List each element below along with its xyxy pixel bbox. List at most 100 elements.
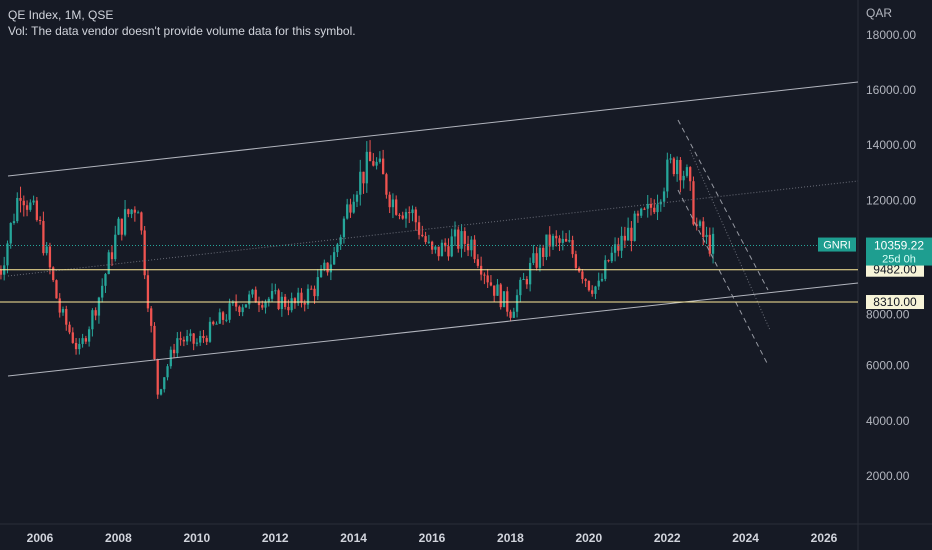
candle-body xyxy=(22,200,25,206)
candle-body xyxy=(584,279,587,281)
candle-body xyxy=(558,238,561,243)
candle-body xyxy=(466,243,470,251)
candle-body xyxy=(408,212,411,214)
candle-body xyxy=(581,271,584,280)
candle-body xyxy=(290,298,293,311)
candle-body xyxy=(515,295,519,312)
candle-body xyxy=(551,235,555,247)
candle-body xyxy=(365,151,368,184)
candle-body xyxy=(368,151,372,162)
candle-body xyxy=(293,298,297,304)
candle-body xyxy=(212,321,215,325)
candle-body xyxy=(662,191,666,202)
candle-body xyxy=(19,197,22,201)
candle-body xyxy=(564,238,568,242)
candle-body xyxy=(352,201,355,213)
candle-body xyxy=(440,242,444,257)
candle-body xyxy=(287,306,290,311)
candle-body xyxy=(587,280,591,291)
channel-upper-line xyxy=(7,81,859,177)
bar-countdown-label: 25d 0h xyxy=(882,254,916,266)
candle-body xyxy=(444,242,447,247)
candle-body xyxy=(421,234,424,237)
candle-body xyxy=(675,159,679,175)
candle-body xyxy=(656,204,659,213)
candle-body xyxy=(202,335,205,339)
candle-body xyxy=(0,269,3,275)
candle-body xyxy=(55,280,58,299)
candle-body xyxy=(502,291,506,308)
candle-body xyxy=(195,342,199,344)
candle-body xyxy=(306,288,310,305)
candle-body xyxy=(264,301,267,308)
candle-body xyxy=(12,221,16,224)
candle-body xyxy=(6,243,9,266)
candle-body xyxy=(310,288,313,290)
candle-body xyxy=(362,171,365,184)
candle-body xyxy=(600,278,604,281)
candle-body xyxy=(316,277,319,297)
candle-body xyxy=(300,292,303,303)
candle-body xyxy=(107,252,110,275)
candle-body xyxy=(666,159,669,192)
candle-body xyxy=(372,161,375,166)
candle-body xyxy=(251,289,254,295)
candle-body xyxy=(274,290,277,292)
candle-body xyxy=(708,234,711,254)
ticker-tag: GNRI xyxy=(823,240,851,252)
channel-mid-line xyxy=(7,180,859,277)
candle-body xyxy=(479,265,483,275)
candle-body xyxy=(411,209,414,214)
candle-body xyxy=(447,246,450,257)
candle-body xyxy=(607,260,610,262)
candle-body xyxy=(48,246,52,268)
candle-body xyxy=(199,335,202,343)
candle-body xyxy=(359,171,362,195)
candle-body xyxy=(636,213,640,216)
candle-body xyxy=(378,158,382,162)
candle-body xyxy=(133,209,137,213)
candle-body xyxy=(542,247,545,257)
candle-body xyxy=(323,262,326,269)
candle-body xyxy=(395,199,398,215)
candle-body xyxy=(617,244,620,251)
price-tick-label: 18000.00 xyxy=(866,28,916,42)
candle-body xyxy=(695,224,698,226)
candle-body xyxy=(332,252,336,265)
candle-body xyxy=(257,302,261,306)
candle-body xyxy=(613,244,617,253)
candle-body xyxy=(626,227,630,241)
candle-body xyxy=(136,212,140,214)
symbol-title: QE Index, 1M, QSE xyxy=(8,8,114,22)
candle-body xyxy=(153,325,156,360)
candle-body xyxy=(434,246,437,250)
candle-body xyxy=(25,205,29,210)
candle-body xyxy=(424,236,427,243)
candle-body xyxy=(215,323,218,325)
candle-body xyxy=(329,264,333,273)
current-price-box xyxy=(866,237,932,266)
current-price-label: 10359.22 xyxy=(874,239,924,253)
candle-body xyxy=(506,291,509,312)
candle-body xyxy=(267,298,270,302)
candle-body xyxy=(711,233,715,254)
candle-body xyxy=(355,194,359,202)
candle-body xyxy=(643,208,646,210)
candle-body xyxy=(45,246,48,254)
candle-body xyxy=(140,212,143,231)
candle-body xyxy=(156,359,159,395)
candle-body xyxy=(597,280,600,287)
candle-body xyxy=(528,262,532,285)
candle-body xyxy=(555,235,558,239)
price-tick-label: 4000.00 xyxy=(866,414,910,428)
candle-body xyxy=(705,234,708,237)
candle-body xyxy=(489,282,493,286)
candle-body xyxy=(205,338,208,342)
ticker-tag-bg xyxy=(818,237,856,252)
time-tick-label: 2006 xyxy=(27,531,54,545)
candle-body xyxy=(176,338,179,354)
candle-body xyxy=(561,238,564,243)
time-tick-label: 2016 xyxy=(419,531,446,545)
